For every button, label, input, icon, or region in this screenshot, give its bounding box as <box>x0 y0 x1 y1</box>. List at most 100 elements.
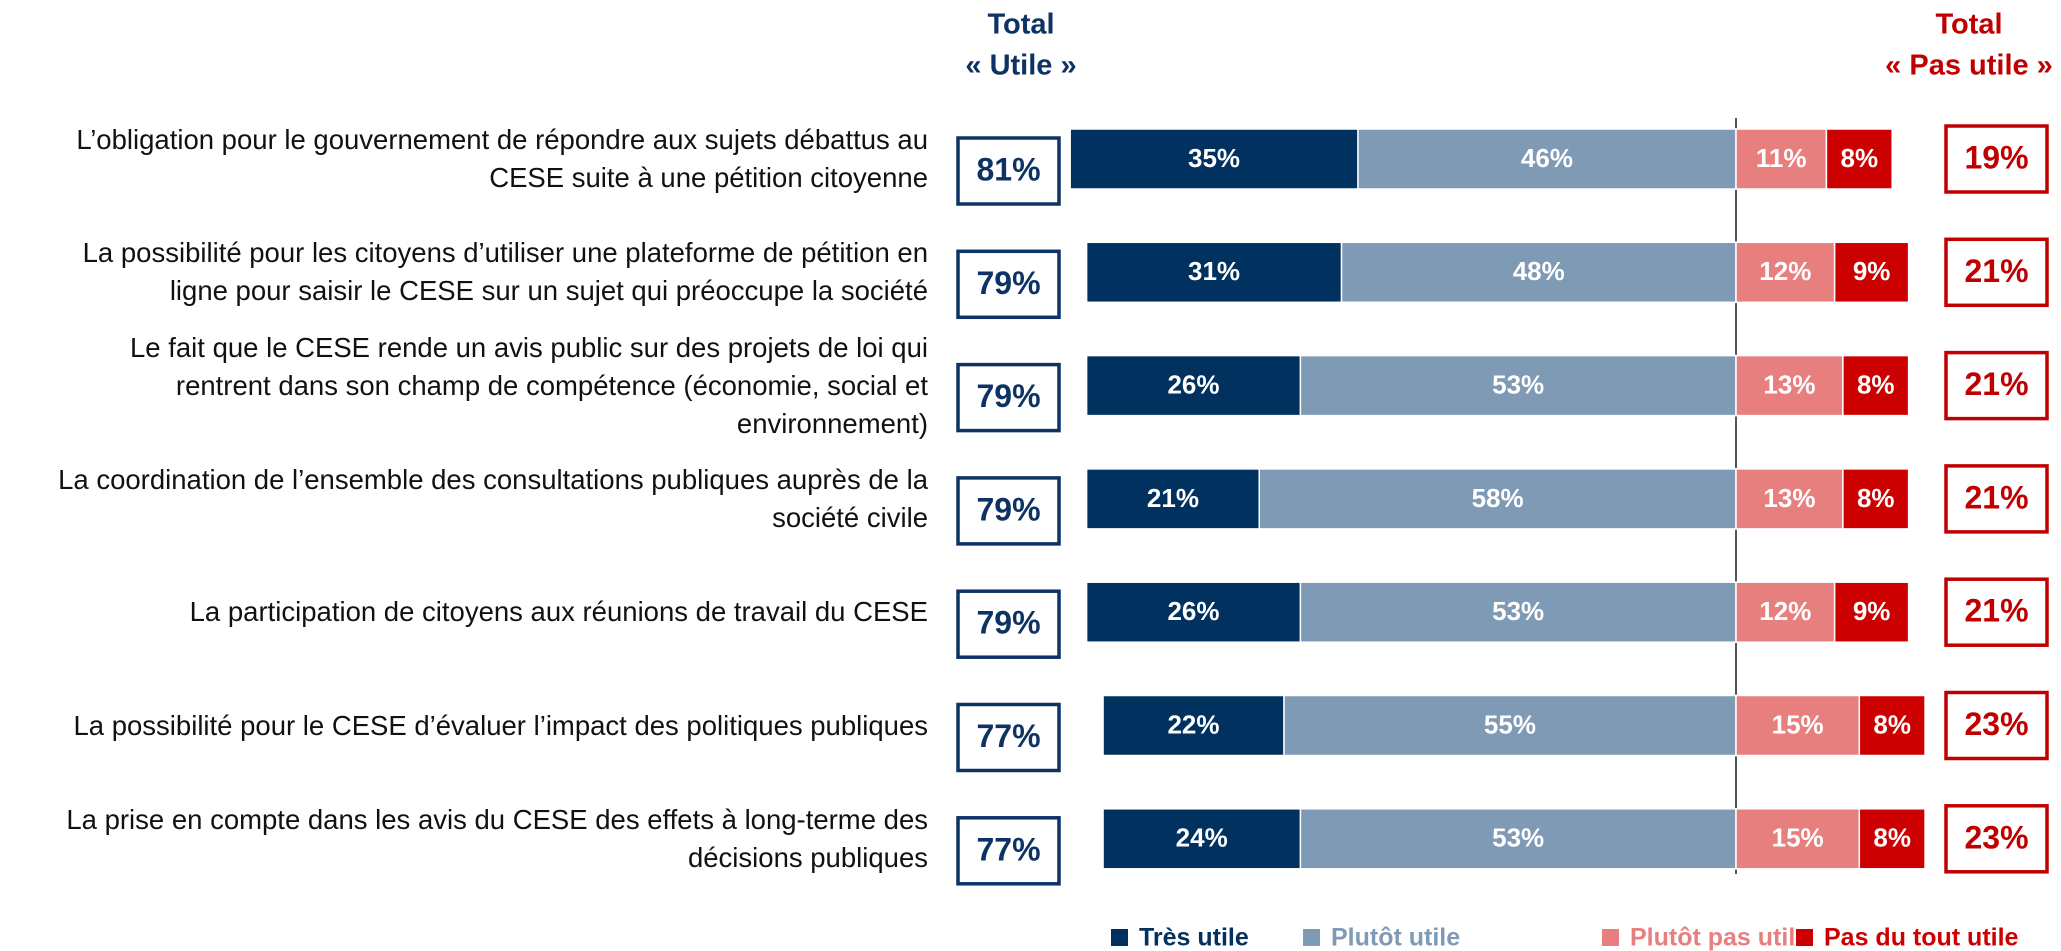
bar-value-label: 55% <box>1484 709 1536 739</box>
total-box <box>1944 577 2049 647</box>
total-box <box>956 362 1061 433</box>
category-label: La possibilité pour les citoyens d’utili… <box>82 237 928 307</box>
bar-value-label: 8% <box>1857 369 1895 399</box>
bar-value-label: 12% <box>1759 596 1811 626</box>
bar-segment <box>1735 354 1844 417</box>
bar-segment <box>1858 808 1926 870</box>
bar-segment <box>1102 694 1285 757</box>
bar-value-label: 53% <box>1492 596 1544 626</box>
total-value: 79% <box>976 605 1040 641</box>
bar-segment <box>1858 694 1926 757</box>
bar-value-label: 46% <box>1521 143 1573 173</box>
total-box <box>1944 804 2049 874</box>
legend-label: Pas du tout utile <box>1824 924 2019 951</box>
bar-value-label: 8% <box>1841 143 1879 173</box>
legend-swatch <box>1602 929 1619 946</box>
bar-segment <box>1085 468 1260 530</box>
total-header: « Pas utile » <box>1885 50 2053 82</box>
legend-swatch <box>1303 929 1320 946</box>
total-value: 77% <box>976 718 1040 754</box>
total-value: 79% <box>976 378 1040 414</box>
bar-segment <box>1258 468 1737 530</box>
legend-swatch <box>1796 929 1813 946</box>
bar-value-label: 13% <box>1763 369 1815 399</box>
total-value: 77% <box>976 831 1040 867</box>
legend-label: Plutôt pas utile <box>1630 924 1809 951</box>
total-header: Total <box>1935 9 2002 41</box>
total-box <box>956 816 1061 886</box>
bar-segment <box>1833 581 1910 643</box>
bar-value-label: 12% <box>1759 256 1811 286</box>
total-box <box>956 476 1061 546</box>
bar-value-label: 8% <box>1873 709 1911 739</box>
bar-segment <box>1102 808 1302 870</box>
bar-segment <box>1085 581 1302 643</box>
bar-value-label: 26% <box>1167 596 1219 626</box>
bar-segment <box>1833 241 1910 304</box>
bar-value-label: 15% <box>1772 709 1824 739</box>
bar-segment <box>1735 468 1844 530</box>
bar-segment <box>1085 241 1343 304</box>
bar-value-label: 13% <box>1763 483 1815 513</box>
total-box <box>1944 124 2049 194</box>
bar-value-label: 48% <box>1513 256 1565 286</box>
bar-segment <box>1842 468 1910 530</box>
category-label: La coordination de l’ensemble des consul… <box>58 463 928 533</box>
total-value: 79% <box>976 265 1040 301</box>
legend-label: Plutôt utile <box>1331 924 1460 951</box>
legend-swatch <box>1111 929 1128 946</box>
total-header: Total <box>987 9 1054 41</box>
bar-segment <box>1825 128 1893 190</box>
bar-value-label: 22% <box>1167 709 1219 739</box>
bar-value-label: 53% <box>1492 823 1544 853</box>
total-box <box>1944 237 2049 308</box>
bar-value-label: 24% <box>1176 823 1228 853</box>
total-box <box>956 136 1061 206</box>
bar-value-label: 26% <box>1167 369 1219 399</box>
legend-label: Très utile <box>1139 924 1249 951</box>
total-box <box>956 702 1061 773</box>
total-value: 23% <box>1964 706 2028 742</box>
total-value: 21% <box>1964 479 2028 515</box>
total-box <box>956 249 1061 320</box>
bar-value-label: 9% <box>1853 596 1891 626</box>
bar-value-label: 15% <box>1772 823 1824 853</box>
bar-segment <box>1735 694 1861 757</box>
bar-value-label: 35% <box>1188 143 1240 173</box>
bar-segment <box>1299 354 1737 417</box>
bar-value-label: 8% <box>1873 823 1911 853</box>
total-value: 79% <box>976 491 1040 527</box>
total-value: 21% <box>1964 253 2028 289</box>
total-box <box>1944 350 2049 421</box>
total-value: 81% <box>976 151 1040 187</box>
total-box <box>1944 690 2049 761</box>
bar-value-label: 21% <box>1147 483 1199 513</box>
total-value: 21% <box>1964 366 2028 402</box>
bar-segment <box>1842 354 1910 417</box>
bar-value-label: 58% <box>1472 483 1524 513</box>
total-value: 23% <box>1964 819 2028 855</box>
total-box <box>956 589 1061 659</box>
total-value: 19% <box>1964 139 2028 175</box>
total-header: « Utile » <box>965 50 1076 82</box>
bar-value-label: 11% <box>1756 143 1807 173</box>
bar-segment <box>1340 241 1737 304</box>
bar-value-label: 9% <box>1853 256 1891 286</box>
category-label: La participation de citoyens aux réunion… <box>189 596 928 628</box>
category-label: La possibilité pour le CESE d’évaluer l’… <box>73 709 928 741</box>
bar-segment <box>1299 581 1737 643</box>
bar-value-label: 53% <box>1492 369 1544 399</box>
bar-value-label: 31% <box>1188 256 1240 286</box>
category-label: Le fait que le CESE rende un avis public… <box>130 331 928 439</box>
bar-segment <box>1735 128 1828 190</box>
bar-segment <box>1085 354 1302 417</box>
bar-segment <box>1735 808 1861 870</box>
bar-value-label: 8% <box>1857 483 1895 513</box>
total-box <box>1944 464 2049 534</box>
category-label: La prise en compte dans les avis du CESE… <box>66 803 928 873</box>
total-value: 21% <box>1964 593 2028 629</box>
category-label: L’obligation pour le gouvernement de rép… <box>76 124 928 193</box>
bar-segment <box>1069 128 1359 190</box>
